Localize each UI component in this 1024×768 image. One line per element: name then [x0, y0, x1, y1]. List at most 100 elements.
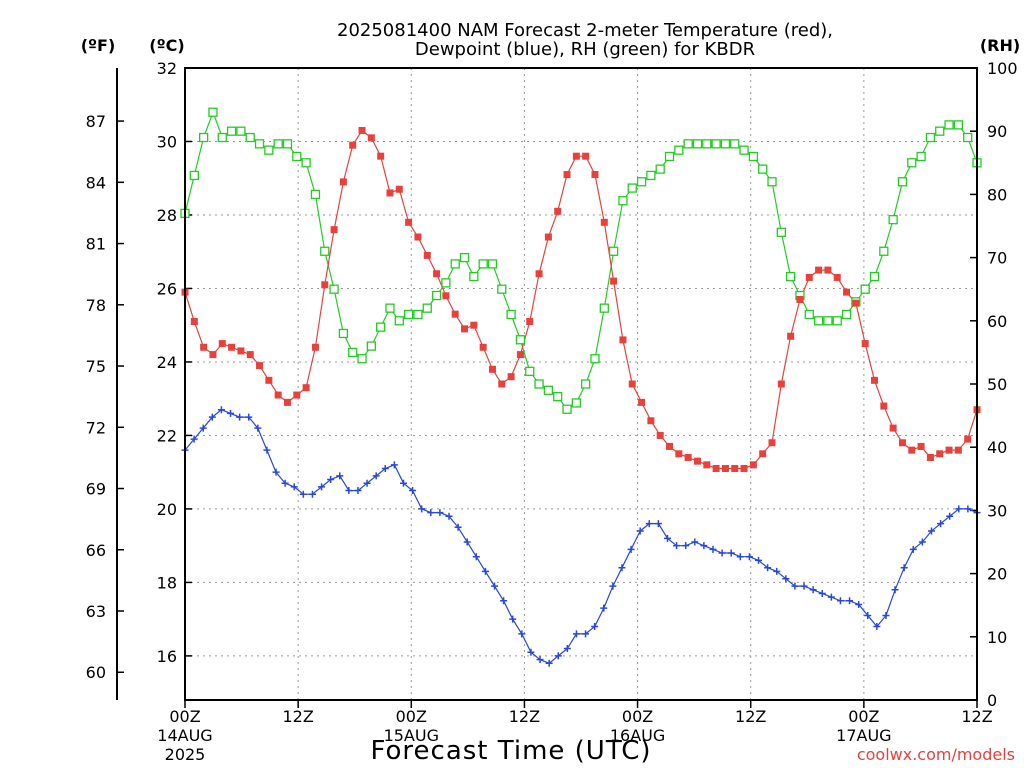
- temperature-point: [405, 218, 413, 226]
- dewpoint-point: [682, 542, 690, 550]
- dewpoint-point: [454, 523, 462, 531]
- temperature-point: [470, 321, 478, 329]
- chart-title-line2: Dewpoint (blue), RH (green) for KBDR: [415, 39, 755, 60]
- temperature-point: [265, 376, 273, 384]
- rh-point: [944, 120, 954, 130]
- fahrenheit-tick-label: 63: [86, 602, 106, 621]
- x-tick-date: 14AUG: [157, 726, 212, 745]
- dewpoint-point: [791, 582, 799, 590]
- temperature-point: [283, 398, 291, 406]
- rh-point: [935, 126, 945, 136]
- temperature-point: [749, 461, 757, 469]
- temperature-point: [293, 391, 301, 399]
- temperature-point: [190, 318, 198, 326]
- rh-point: [599, 303, 609, 313]
- rh-point: [450, 259, 460, 269]
- rh-point: [245, 132, 255, 143]
- credit-text: coolwx.com/models: [857, 745, 1015, 764]
- rh-point: [469, 271, 479, 282]
- rh-point: [804, 309, 814, 320]
- dewpoint-point: [718, 549, 726, 557]
- temperature-point: [805, 273, 813, 281]
- dewpoint-point: [764, 564, 772, 572]
- temperature-point: [833, 273, 841, 281]
- dewpoint-point: [855, 600, 863, 608]
- dewpoint-point: [363, 479, 371, 487]
- rh-point: [497, 284, 507, 294]
- x-tick-label: 00Z: [622, 707, 653, 726]
- rh-point: [310, 189, 321, 200]
- x-tick-label: 12Z: [282, 707, 313, 726]
- temperature-point: [759, 450, 767, 458]
- fahrenheit-tick-label: 72: [86, 418, 106, 437]
- fahrenheit-tick-label: 75: [86, 357, 106, 376]
- rh-point: [338, 328, 349, 339]
- temperature-point: [647, 417, 655, 425]
- x-tick-label: 12Z: [509, 707, 540, 726]
- temperature-point: [768, 439, 776, 447]
- dewpoint-point: [572, 630, 580, 638]
- dewpoint-point: [208, 413, 216, 421]
- celsius-tick-label: 28: [157, 206, 177, 225]
- rh-point: [329, 284, 339, 294]
- dewpoint-point: [245, 413, 253, 421]
- dewpoint-point: [336, 472, 344, 480]
- rh-point: [664, 151, 675, 162]
- dewpoint-point: [873, 623, 881, 631]
- rh-point: [376, 322, 386, 332]
- celsius-tick-label: 30: [157, 132, 177, 151]
- rh-point: [608, 246, 619, 256]
- temperature-point: [917, 442, 925, 450]
- fahrenheit-tick-label: 81: [86, 235, 106, 254]
- dewpoint-point: [563, 645, 571, 653]
- temperature-point: [461, 325, 469, 333]
- temperature-point: [377, 152, 385, 160]
- rh-point: [692, 139, 703, 149]
- temperature-point: [554, 207, 562, 215]
- dewpoint-point: [436, 509, 444, 517]
- celsius-tick-label: 32: [157, 59, 177, 78]
- rh-point: [748, 151, 759, 162]
- rh-point: [198, 132, 209, 143]
- rh-tick-label: 100: [987, 59, 1018, 78]
- rh-tick-label: 30: [987, 501, 1007, 520]
- rh-point: [702, 139, 712, 149]
- rh-point: [963, 132, 973, 143]
- temperature-point: [908, 446, 916, 454]
- dewpoint-point: [281, 479, 289, 487]
- dewpoint-point: [399, 479, 407, 487]
- dewpoint-point: [591, 623, 599, 631]
- dewpoint-point: [918, 538, 926, 546]
- rh-point: [562, 404, 572, 414]
- dewpoint-point: [745, 553, 753, 561]
- rh-point: [236, 126, 246, 136]
- temperature-point: [777, 380, 785, 388]
- fahrenheit-axis-unit: (ºF): [81, 36, 116, 55]
- rh-point: [515, 335, 526, 345]
- temperature-point: [311, 343, 319, 351]
- fahrenheit-tick-label: 84: [86, 173, 106, 192]
- dewpoint-point: [409, 487, 417, 495]
- dewpoint-point: [600, 604, 608, 612]
- dewpoint-point: [727, 549, 735, 557]
- rh-point: [413, 309, 423, 320]
- temperature-point: [591, 171, 599, 179]
- temperature-point: [787, 332, 795, 340]
- rh-point: [823, 316, 833, 326]
- rh-point: [720, 139, 731, 149]
- temperature-point: [535, 270, 543, 278]
- temperature-point: [414, 233, 422, 241]
- temperature-point: [433, 270, 441, 278]
- temperature-point: [684, 453, 692, 461]
- rh-point: [832, 316, 842, 326]
- rh-point: [618, 196, 628, 206]
- fahrenheit-tick-label: 87: [86, 112, 106, 131]
- temperature-point: [358, 126, 366, 134]
- dewpoint-point: [955, 505, 963, 513]
- grid-layer: [185, 68, 977, 700]
- x-tick-year: 2025: [165, 745, 206, 764]
- dewpoint-point: [691, 538, 699, 546]
- temperature-point: [871, 376, 879, 384]
- plot-frame: [184, 67, 978, 701]
